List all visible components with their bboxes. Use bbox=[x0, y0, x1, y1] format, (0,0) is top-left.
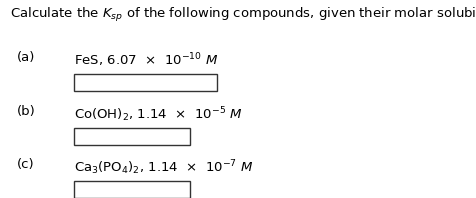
Text: (b): (b) bbox=[17, 105, 35, 118]
FancyBboxPatch shape bbox=[74, 74, 217, 91]
Text: Ca$_3$(PO$_4$)$_2$, 1.14  ×  10$^{-7}$ $M$: Ca$_3$(PO$_4$)$_2$, 1.14 × 10$^{-7}$ $M$ bbox=[74, 158, 253, 177]
FancyBboxPatch shape bbox=[74, 128, 190, 145]
Text: Calculate the $K_{sp}$ of the following compounds, given their molar solubilitie: Calculate the $K_{sp}$ of the following … bbox=[10, 6, 476, 24]
FancyBboxPatch shape bbox=[74, 181, 190, 198]
Text: (c): (c) bbox=[17, 158, 34, 171]
Text: (a): (a) bbox=[17, 51, 35, 65]
Text: Co(OH)$_2$, 1.14  ×  10$^{-5}$ $M$: Co(OH)$_2$, 1.14 × 10$^{-5}$ $M$ bbox=[74, 105, 242, 124]
Text: FeS, 6.07  ×  10$^{-10}$ $M$: FeS, 6.07 × 10$^{-10}$ $M$ bbox=[74, 51, 218, 69]
